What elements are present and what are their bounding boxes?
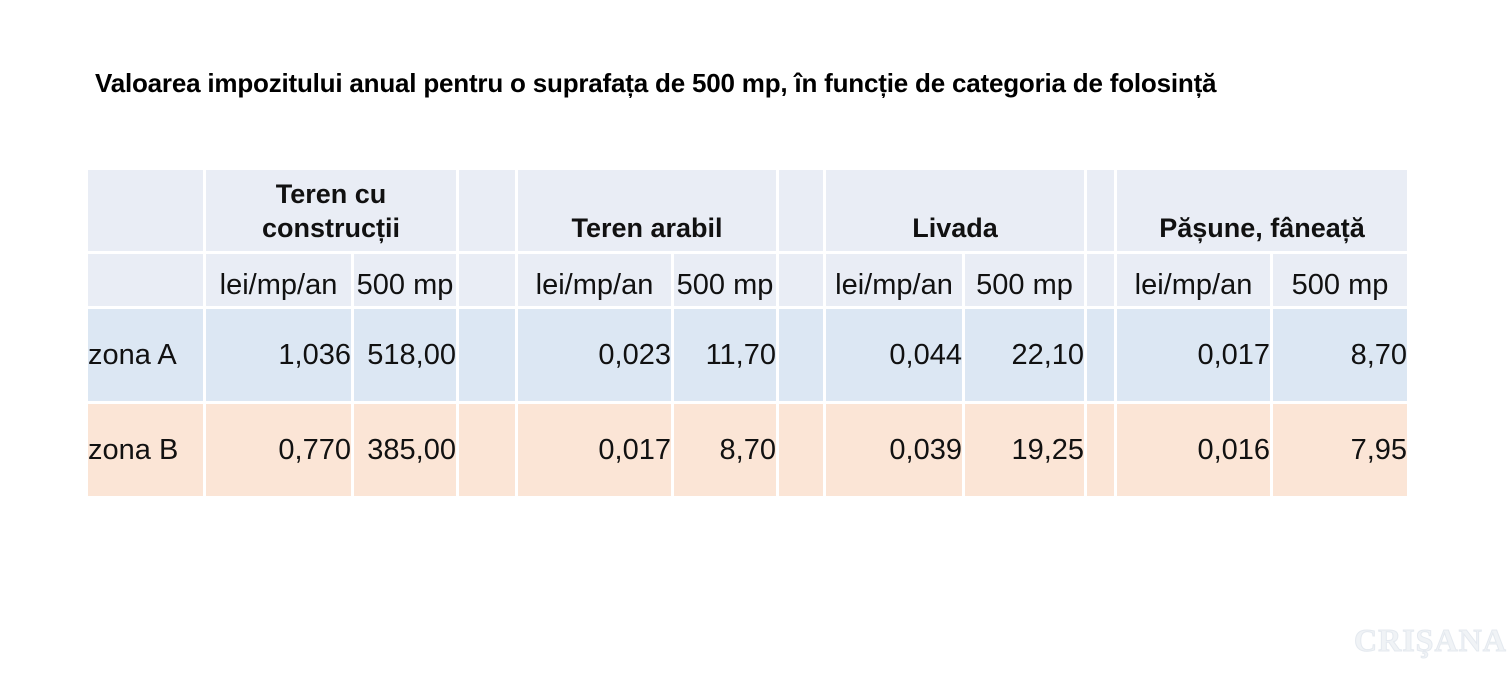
watermark-crisana: CRIŞANA bbox=[1354, 622, 1507, 659]
spacer-cell bbox=[1084, 251, 1118, 309]
spacer-cell bbox=[1084, 401, 1118, 499]
spacer-cell bbox=[1084, 306, 1118, 404]
page-title: Valoarea impozitului anual pentru o supr… bbox=[95, 68, 1217, 98]
subheader-rate-livada: lei/mp/an bbox=[823, 251, 965, 309]
row-label-zona-a: zona A bbox=[85, 306, 206, 404]
cell-zona-a-pasune-total: 8,70 bbox=[1270, 306, 1411, 404]
group-header-teren-arabil: Teren arabil bbox=[515, 167, 779, 254]
spacer-cell bbox=[456, 167, 518, 254]
cell-zona-a-livada-total: 22,10 bbox=[961, 306, 1088, 404]
group-header-row: Teren cu construcții Teren arabil Livada… bbox=[85, 167, 1411, 254]
corner-cell bbox=[85, 167, 206, 254]
spacer-cell bbox=[456, 401, 518, 499]
tax-table: Teren cu construcții Teren arabil Livada… bbox=[85, 167, 1411, 499]
cell-zona-a-constructii-total: 518,00 bbox=[351, 306, 459, 404]
spacer-cell bbox=[776, 251, 826, 309]
cell-zona-a-arabil-total: 11,70 bbox=[671, 306, 779, 404]
group-header-livada: Livada bbox=[822, 167, 1088, 254]
subheader-rate-pasune-faneata: lei/mp/an bbox=[1114, 251, 1274, 309]
group-header-pasune-faneata: Pășune, fâneață bbox=[1114, 167, 1411, 254]
subheader-area-teren-arabil: 500 mp bbox=[671, 251, 779, 309]
row-label-zona-b: zona B bbox=[85, 401, 206, 499]
cell-zona-a-pasune-rate: 0,017 bbox=[1114, 306, 1274, 404]
cell-zona-b-arabil-rate: 0,017 bbox=[515, 401, 674, 499]
table-row-zona-b: zona B 0,770 385,00 0,017 8,70 0,039 19,… bbox=[85, 401, 1411, 499]
spacer-cell bbox=[456, 306, 518, 404]
cell-zona-b-constructii-total: 385,00 bbox=[351, 401, 459, 499]
cell-zona-b-livada-rate: 0,039 bbox=[823, 401, 965, 499]
table-row-zona-a: zona A 1,036 518,00 0,023 11,70 0,044 22… bbox=[85, 306, 1411, 404]
cell-zona-a-constructii-rate: 1,036 bbox=[203, 306, 354, 404]
cell-zona-b-pasune-total: 7,95 bbox=[1270, 401, 1411, 499]
spacer-cell bbox=[1084, 167, 1118, 254]
spacer-cell bbox=[456, 251, 518, 309]
spacer-cell bbox=[776, 167, 826, 254]
cell-zona-a-livada-rate: 0,044 bbox=[823, 306, 965, 404]
spacer-cell bbox=[776, 306, 826, 404]
subheader-rate-teren-cu-constructii: lei/mp/an bbox=[203, 251, 354, 309]
cell-zona-b-pasune-rate: 0,016 bbox=[1114, 401, 1274, 499]
subheader-area-pasune-faneata: 500 mp bbox=[1270, 251, 1411, 309]
cell-zona-b-arabil-total: 8,70 bbox=[671, 401, 779, 499]
sub-header-row: lei/mp/an 500 mp lei/mp/an 500 mp lei/mp… bbox=[85, 251, 1411, 309]
subheader-area-teren-cu-constructii: 500 mp bbox=[351, 251, 459, 309]
subheader-rate-teren-arabil: lei/mp/an bbox=[515, 251, 674, 309]
group-header-teren-cu-constructii: Teren cu construcții bbox=[203, 167, 459, 254]
subheader-area-livada: 500 mp bbox=[961, 251, 1088, 309]
cell-zona-a-arabil-rate: 0,023 bbox=[515, 306, 674, 404]
spacer-cell bbox=[776, 401, 826, 499]
corner-cell bbox=[85, 251, 206, 309]
cell-zona-b-constructii-rate: 0,770 bbox=[203, 401, 354, 499]
cell-zona-b-livada-total: 19,25 bbox=[961, 401, 1088, 499]
